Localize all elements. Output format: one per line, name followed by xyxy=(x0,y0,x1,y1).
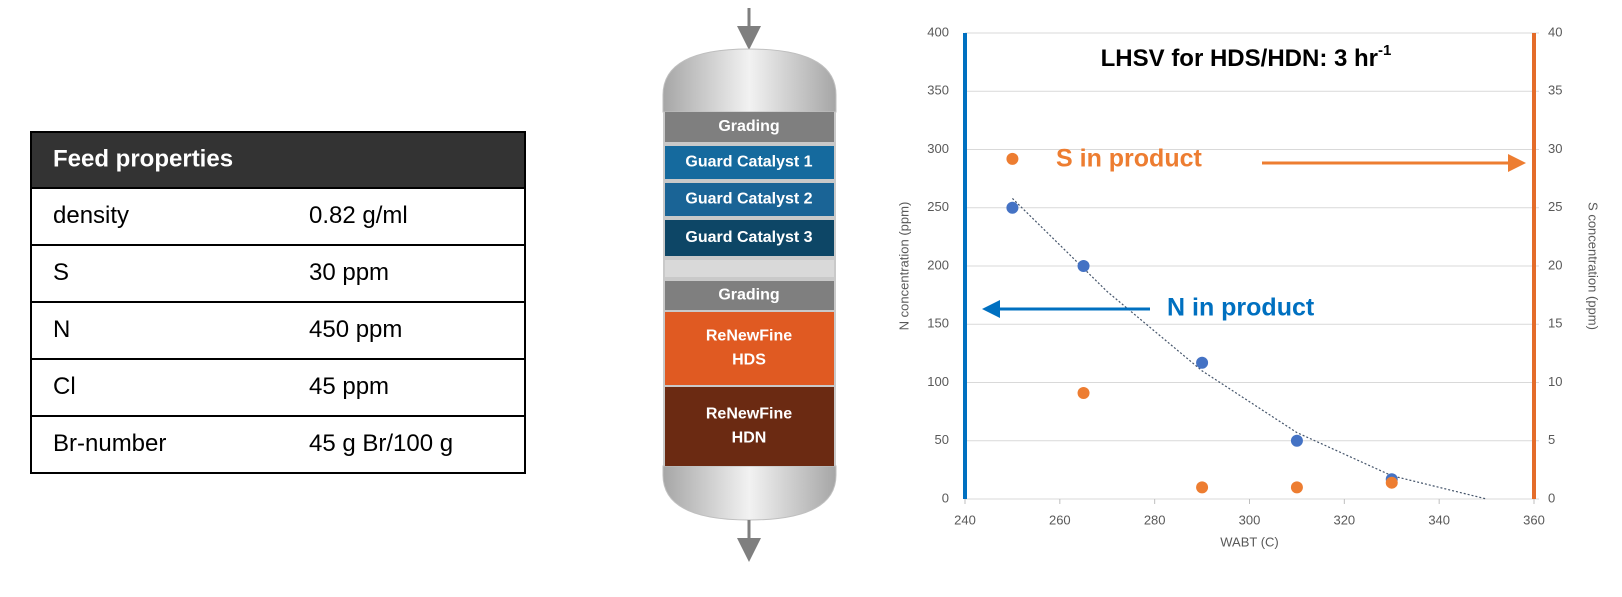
table-row xyxy=(30,301,526,360)
x-tick-label: 260 xyxy=(1049,512,1071,527)
y-tick-label: 250 xyxy=(927,199,949,214)
layer-label: Grading xyxy=(718,118,779,135)
layer-label: Guard Catalyst 1 xyxy=(685,154,812,171)
y2-tick-label: 25 xyxy=(1548,199,1562,214)
table-header-bg xyxy=(31,132,525,188)
x-tick-label: 360 xyxy=(1523,512,1545,527)
table-cell: N xyxy=(53,316,70,343)
layer-label: Grading xyxy=(718,287,779,304)
catalyst-layer xyxy=(665,183,834,216)
x-axis-label: WABT (C) xyxy=(1220,534,1279,549)
point xyxy=(1196,356,1209,369)
y-tick-label: 300 xyxy=(927,141,949,156)
table-cell: 450 ppm xyxy=(309,316,402,343)
table-row xyxy=(30,358,526,417)
y2-axis-label: S concentration (ppm) xyxy=(1586,202,1601,330)
annotation: N in product xyxy=(1167,294,1315,322)
table-cell: Br-number xyxy=(53,430,166,457)
layer-label: ReNewFine xyxy=(706,328,792,345)
empty-layer xyxy=(665,260,834,277)
bottom-dome xyxy=(662,465,837,521)
layer-label: Guard Catalyst 3 xyxy=(685,229,812,246)
y2-tick-label: 10 xyxy=(1548,374,1562,389)
y2-tick-label: 15 xyxy=(1548,316,1562,331)
y2-tick-label: 20 xyxy=(1548,257,1562,272)
trendline xyxy=(1011,198,1487,500)
y2-tick-label: 30 xyxy=(1548,141,1562,156)
chart-title: LHSV for HDS/HDN: 3 hr-1 xyxy=(1101,42,1392,72)
catalyst-layer xyxy=(665,281,834,310)
catalyst-layer xyxy=(665,220,834,256)
point xyxy=(1077,386,1090,399)
table-cell: density xyxy=(53,202,129,229)
table-cell: Cl xyxy=(53,373,76,400)
table-cell: S xyxy=(53,259,69,286)
x-tick-label: 280 xyxy=(1144,512,1166,527)
y-axis-label: N concentration (ppm) xyxy=(896,202,911,331)
y-tick-label: 400 xyxy=(927,24,949,39)
x-tick-label: 240 xyxy=(954,512,976,527)
point xyxy=(1006,152,1019,165)
x-tick-label: 340 xyxy=(1428,512,1450,527)
y-tick-label: 100 xyxy=(927,374,949,389)
table-cell: 45 g Br/100 g xyxy=(309,430,453,457)
table-row xyxy=(30,415,526,474)
title-superscript: -1 xyxy=(1378,42,1391,59)
y-tick-label: 200 xyxy=(927,257,949,272)
y-tick-label: 150 xyxy=(927,316,949,331)
catalyst-layer xyxy=(665,312,834,385)
y-tick-label: 350 xyxy=(927,83,949,98)
layer-label: HDS xyxy=(732,352,766,369)
point xyxy=(1385,476,1398,489)
table-header: Feed properties xyxy=(53,145,233,172)
point xyxy=(1006,201,1019,214)
table-row xyxy=(30,187,526,246)
catalyst-layer xyxy=(665,146,834,179)
y2-tick-label: 40 xyxy=(1548,24,1562,39)
point xyxy=(1077,260,1090,272)
table-cell: 0.82 g/ml xyxy=(309,202,408,229)
x-tick-label: 320 xyxy=(1333,512,1355,527)
x-tick-label: 300 xyxy=(1239,512,1261,527)
annotation: S in product xyxy=(1056,145,1203,173)
title-text: LHSV for HDS/HDN: 3 hr xyxy=(1101,45,1378,72)
table-row xyxy=(30,244,526,303)
table-cell: 45 ppm xyxy=(309,373,389,400)
layer-label: Guard Catalyst 2 xyxy=(685,191,812,208)
y2-tick-label: 5 xyxy=(1548,432,1555,447)
catalyst-layer xyxy=(665,112,834,142)
point xyxy=(1290,434,1303,447)
catalyst-layer xyxy=(665,387,834,466)
chart: 0 50 100 150 200 250 300 350 400 0 5 10 15 20 25 30 35 40… xyxy=(896,24,1600,549)
layer-label: ReNewFine xyxy=(706,406,792,423)
y2-tick-label: 35 xyxy=(1548,83,1562,98)
feed-table: Feed properties density 0.82 g/ml S 30 ppm N 4… xyxy=(30,131,526,474)
top-dome xyxy=(662,48,837,113)
reactor: Grading Guard Catalyst 1 Guard Catalyst 2 G… xyxy=(662,8,837,562)
point xyxy=(1290,481,1303,494)
layer-label: HDN xyxy=(732,430,767,447)
y-tick-label: 50 xyxy=(935,432,949,447)
table-cell: 30 ppm xyxy=(309,259,389,286)
table-frame xyxy=(30,131,526,474)
y2-tick-label: 0 xyxy=(1548,490,1555,505)
point xyxy=(1196,481,1209,494)
y-tick-label: 0 xyxy=(942,490,949,505)
